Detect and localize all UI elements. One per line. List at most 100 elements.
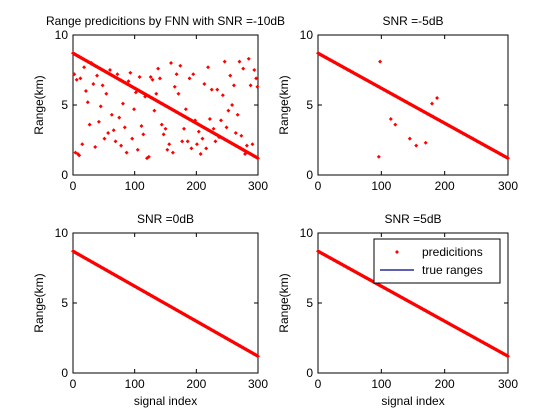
legend-entry-label: predicitions bbox=[422, 245, 483, 259]
x-tick-label: 0 bbox=[70, 377, 77, 391]
outlier-point bbox=[219, 118, 223, 123]
series-predictions bbox=[316, 249, 510, 359]
outlier-point bbox=[194, 142, 199, 147]
y-tick-label: 10 bbox=[55, 226, 69, 240]
outlier-point bbox=[169, 61, 174, 65]
chart-title: SNR =5dB bbox=[384, 212, 441, 226]
outlier-point bbox=[189, 146, 194, 151]
outlier-point bbox=[423, 140, 428, 145]
y-tick-label: 5 bbox=[61, 98, 68, 112]
outlier-point bbox=[254, 76, 259, 81]
x-tick-label: 300 bbox=[498, 179, 518, 193]
outlier-point bbox=[122, 125, 127, 130]
outlier-point bbox=[207, 117, 212, 121]
outlier-point bbox=[187, 76, 192, 81]
outlier-point bbox=[252, 68, 257, 72]
outlier-point bbox=[165, 147, 170, 152]
outlier-point bbox=[137, 75, 142, 79]
outlier-point bbox=[250, 142, 255, 147]
outlier-point bbox=[85, 100, 90, 105]
series-predictions bbox=[71, 249, 260, 359]
chart-title: SNR =0dB bbox=[137, 212, 194, 226]
outlier-point bbox=[255, 84, 260, 89]
y-tick-label: 5 bbox=[306, 296, 313, 310]
outlier-point bbox=[185, 139, 190, 144]
x-tick-label: 100 bbox=[371, 179, 391, 193]
y-tick-label: 0 bbox=[61, 366, 68, 380]
outlier-point bbox=[196, 129, 201, 134]
outlier-point bbox=[82, 65, 87, 70]
y-axis-label: Range(km) bbox=[277, 273, 291, 332]
outlier-point bbox=[407, 136, 412, 141]
outlier-point bbox=[243, 152, 248, 156]
outlier-point bbox=[193, 118, 198, 123]
series-predictions bbox=[316, 51, 510, 161]
outlier-point bbox=[115, 72, 120, 77]
y-tick-label: 5 bbox=[306, 98, 313, 112]
x-tick-label: 0 bbox=[70, 179, 77, 193]
axes-box bbox=[72, 232, 259, 374]
outlier-point bbox=[139, 124, 144, 128]
y-axis-label: Range(km) bbox=[32, 273, 46, 332]
y-tick-label: 10 bbox=[55, 28, 69, 42]
outlier-point bbox=[202, 82, 207, 86]
x-tick-label: 0 bbox=[315, 179, 322, 193]
outlier-point bbox=[95, 73, 100, 78]
outlier-point bbox=[98, 104, 103, 109]
x-tick-label: 100 bbox=[125, 179, 145, 193]
y-tick-label: 10 bbox=[300, 226, 314, 240]
outlier-point bbox=[176, 91, 181, 96]
outlier-point bbox=[435, 96, 440, 100]
outlier-point bbox=[241, 66, 246, 71]
outlier-point bbox=[233, 131, 238, 135]
chart-title: SNR =-5dB bbox=[382, 14, 443, 28]
outlier-point bbox=[198, 152, 203, 156]
y-axis-label: Range(km) bbox=[32, 75, 46, 134]
outlier-point bbox=[178, 63, 183, 68]
y-tick-label: 0 bbox=[306, 168, 313, 182]
outlier-point bbox=[393, 122, 398, 127]
outlier-point bbox=[143, 94, 148, 99]
outlier-point bbox=[87, 122, 92, 127]
outlier-point bbox=[128, 70, 133, 75]
outlier-point bbox=[217, 135, 222, 140]
outlier-point bbox=[231, 83, 236, 88]
outlier-point bbox=[191, 72, 196, 77]
outlier-point bbox=[150, 77, 155, 82]
outlier-point bbox=[72, 72, 77, 77]
outlier-point bbox=[170, 150, 175, 155]
series-predictions bbox=[71, 51, 260, 161]
outlier-point bbox=[120, 101, 125, 106]
legend: predicitions true ranges bbox=[373, 238, 501, 284]
x-tick-label: 200 bbox=[435, 179, 455, 193]
outlier-point bbox=[226, 108, 231, 113]
outlier-point bbox=[228, 73, 233, 78]
outlier-point bbox=[414, 143, 419, 148]
outlier-point bbox=[224, 125, 229, 130]
outlier-point bbox=[91, 82, 96, 86]
x-tick-label: 200 bbox=[435, 377, 455, 391]
y-axis-label: Range(km) bbox=[277, 75, 291, 134]
x-tick-label: 200 bbox=[186, 377, 206, 391]
outlier-point bbox=[74, 77, 79, 82]
outlier-point bbox=[100, 83, 105, 88]
data-point bbox=[506, 354, 510, 359]
outlier-point bbox=[148, 75, 153, 79]
outlier-point bbox=[124, 150, 129, 155]
x-tick-label: 100 bbox=[371, 377, 391, 391]
outlier-point bbox=[244, 143, 249, 148]
outlier-point bbox=[130, 136, 135, 141]
outlier-point bbox=[161, 132, 166, 137]
legend-box bbox=[373, 238, 501, 284]
outlier-point bbox=[180, 139, 185, 144]
outlier-point bbox=[113, 139, 118, 144]
outlier-point bbox=[119, 143, 124, 148]
outlier-point bbox=[141, 132, 146, 137]
outlier-point bbox=[133, 90, 138, 95]
y-tick-label: 0 bbox=[306, 366, 313, 380]
y-tick-label: 5 bbox=[61, 296, 68, 310]
outlier-point bbox=[126, 79, 131, 84]
outlier-point bbox=[172, 84, 177, 89]
